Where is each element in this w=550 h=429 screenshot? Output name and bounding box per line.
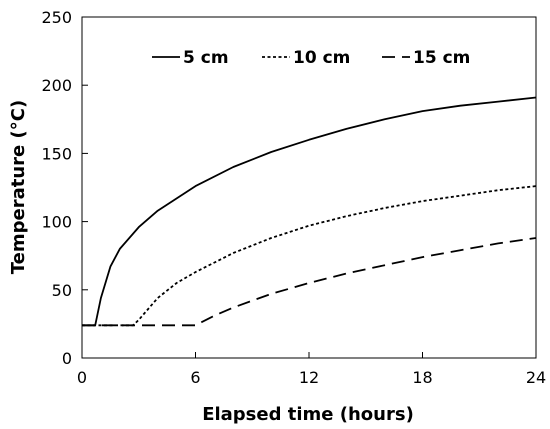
x-tick-label: 6 [190, 368, 200, 387]
y-tick-label: 250 [41, 8, 72, 27]
x-tick-label: 12 [299, 368, 319, 387]
plot-border [81, 16, 537, 359]
y-axis-title: Temperature (°C) [8, 100, 29, 274]
y-tick-label: 0 [62, 349, 72, 368]
legend-label-1: 5 cm [183, 48, 229, 68]
x-axis-title: Elapsed time (hours) [202, 404, 414, 425]
legend-label-2: 10 cm [293, 48, 350, 68]
y-tick-label: 150 [41, 144, 72, 163]
series-line-3 [82, 237, 537, 327]
y-tick-label: 200 [41, 76, 72, 95]
x-tick-label: 24 [526, 368, 546, 387]
y-tick-label: 100 [41, 213, 72, 232]
y-tick-label: 50 [52, 281, 72, 300]
x-axis: 0 6 12 18 24 [77, 352, 546, 387]
legend: 5 cm 10 cm 15 cm [152, 48, 470, 68]
x-tick-label: 0 [77, 368, 87, 387]
series-line-1 [82, 96, 537, 327]
series-line-2 [82, 185, 537, 327]
y-axis: 0 50 100 150 200 250 [41, 8, 88, 368]
plot-area [81, 16, 537, 359]
x-tick-label: 18 [412, 368, 432, 387]
series-lines [82, 96, 537, 327]
legend-label-3: 15 cm [413, 48, 470, 68]
